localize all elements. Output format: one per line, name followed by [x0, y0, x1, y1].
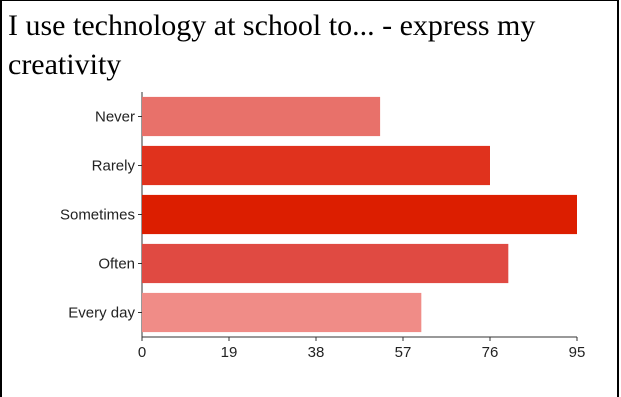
bar-often — [142, 243, 509, 284]
chart-title: I use technology at school to... - expre… — [8, 9, 536, 81]
category-label: Every day — [68, 305, 135, 322]
category-label: Rarely — [92, 158, 136, 175]
ticks-group: 0 19 38 57 76 95 — [138, 337, 586, 361]
category-label: Sometimes — [60, 207, 135, 224]
category-label: Never — [95, 109, 135, 126]
x-tick-label: 19 — [221, 344, 238, 361]
bars-group: Never Rarely Sometimes Often Every day — [60, 96, 577, 333]
bar-every-day — [142, 292, 422, 333]
x-tick-label: 76 — [482, 344, 499, 361]
bar-sometimes — [142, 194, 577, 235]
x-tick-label: 0 — [138, 344, 146, 361]
x-tick-label: 38 — [308, 344, 325, 361]
bar-never — [142, 96, 381, 137]
x-tick-label: 95 — [569, 344, 586, 361]
category-label: Often — [98, 256, 135, 273]
bar-rarely — [142, 145, 490, 186]
x-tick-label: 57 — [395, 344, 412, 361]
